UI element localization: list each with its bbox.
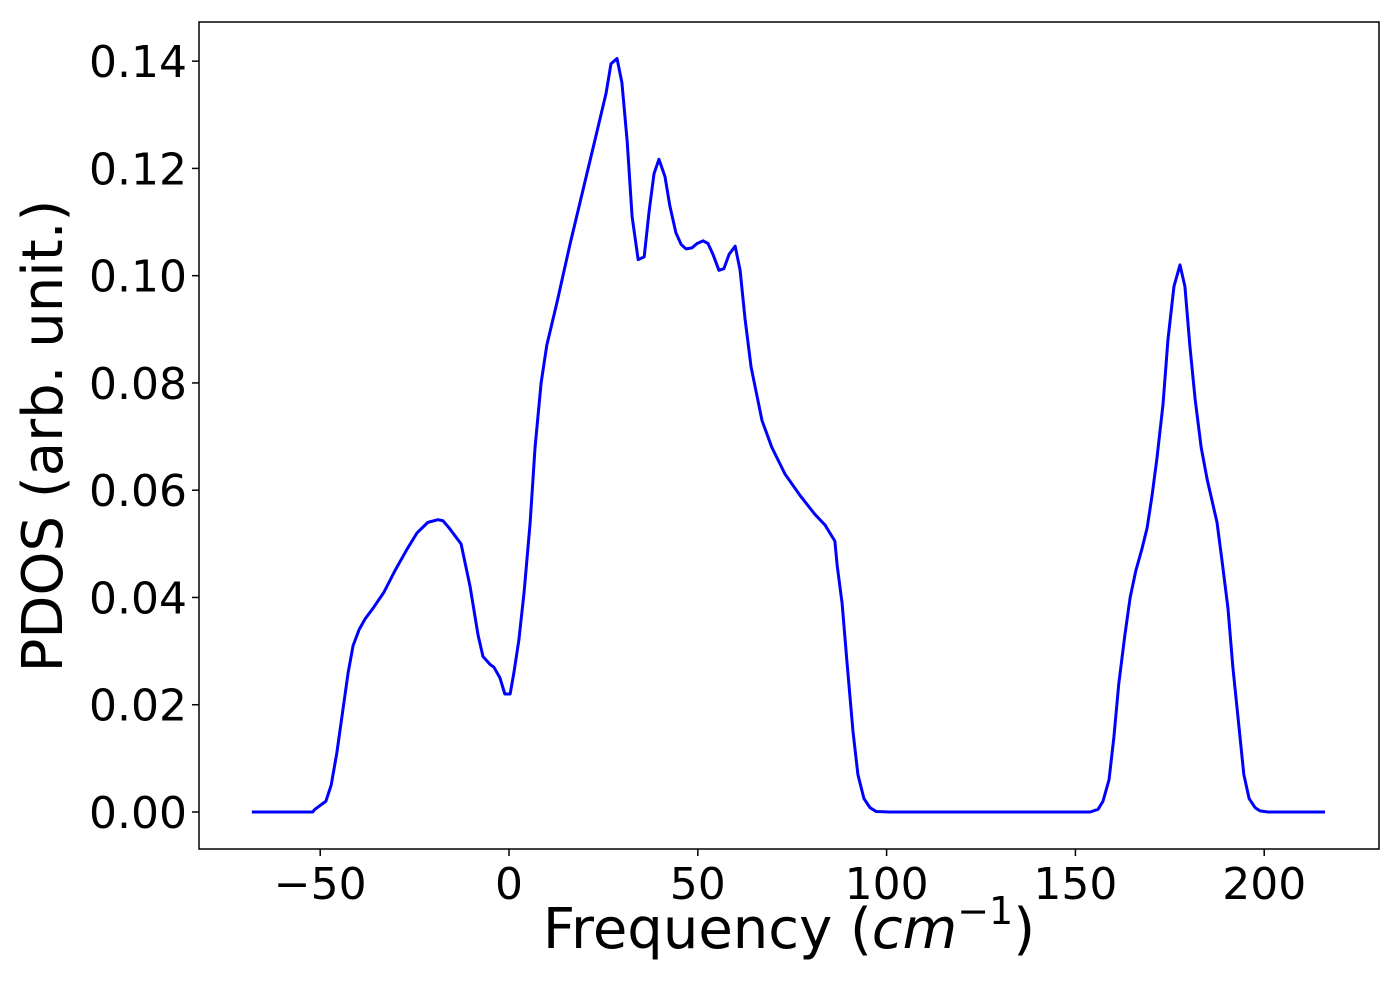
plot-frame (198, 21, 1380, 850)
y-tick-label: 0.00 (89, 788, 187, 839)
x-label-part: ) (1013, 897, 1035, 962)
y-axis-label: PDOS (arb. unit.) (11, 200, 76, 673)
line-series (251, 56, 1325, 814)
x-tick-label: −50 (274, 859, 367, 910)
y-tick-label: 0.02 (89, 681, 187, 732)
x-tick-label: 150 (1033, 859, 1117, 910)
x-axis-label: Frequency (cm−1) (543, 889, 1035, 962)
y-tick-label: 0.14 (89, 37, 187, 88)
x-tick-label: 200 (1222, 859, 1306, 910)
y-tick-label: 0.04 (89, 573, 187, 624)
x-tick-label: 50 (670, 859, 726, 910)
x-label-part: −1 (957, 889, 1013, 933)
x-label-part: Frequency ( (543, 897, 872, 962)
x-tick-label: 0 (495, 859, 523, 910)
y-tick-label: 0.06 (89, 466, 187, 517)
y-tick-label: 0.08 (89, 359, 187, 410)
x-label-part: cm (872, 897, 957, 962)
y-tick-label: 0.12 (89, 144, 187, 195)
x-tick-label: 100 (845, 859, 929, 910)
y-tick-label: 0.10 (89, 252, 187, 303)
